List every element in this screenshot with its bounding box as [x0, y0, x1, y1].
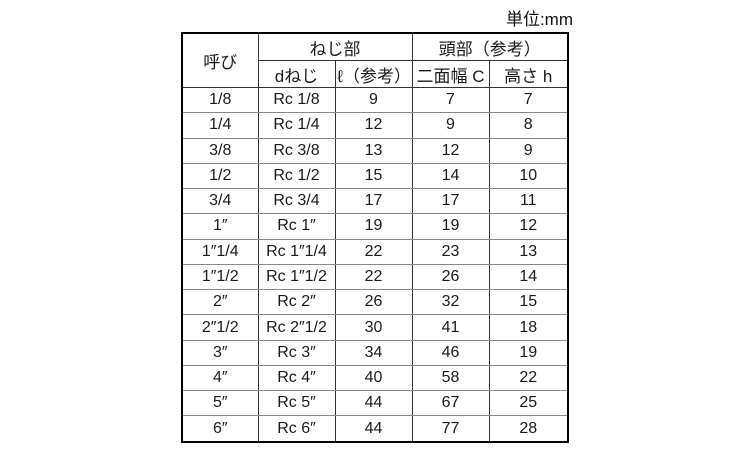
header-cell-nominal: 呼び — [181, 32, 259, 88]
table-cell: 3/8 — [181, 137, 259, 164]
table-cell: Rc 2″ — [257, 289, 336, 316]
table-cell: 19 — [488, 339, 569, 366]
table-cell: 14 — [488, 263, 569, 291]
table-row: 1″1/2 Rc 1″1/2 22 26 14 — [181, 263, 569, 291]
table-cell: 1″1/2 — [181, 263, 259, 291]
table-cell: 15 — [334, 162, 413, 190]
table-cell: 40 — [334, 364, 413, 392]
table-cell: Rc 5″ — [257, 390, 336, 417]
table-cell: 2″ — [181, 289, 259, 316]
header-cell-length-ref: ℓ（参考） — [334, 60, 413, 88]
table-cell: Rc 3″ — [257, 339, 336, 366]
spec-table: 呼び ねじ部 頭部（参考） dねじ ℓ（参考） 二面幅 C 高さ h 1/8 Rc… — [181, 32, 569, 443]
table-cell: 19 — [334, 213, 413, 240]
table-row: 4″ Rc 4″ 40 58 22 — [181, 364, 569, 392]
table-cell: 1/8 — [181, 86, 259, 114]
table-row: 2″ Rc 2″ 26 32 15 — [181, 289, 569, 316]
table-cell: 30 — [334, 314, 413, 341]
table-cell: 3/4 — [181, 188, 259, 215]
table-cell: 13 — [488, 238, 569, 265]
table-cell: Rc 3/4 — [257, 188, 336, 215]
header-cell-thread-group: ねじ部 — [257, 32, 413, 61]
table-cell: Rc 1/8 — [257, 86, 336, 114]
table-cell: 6″ — [181, 415, 259, 443]
table-cell: 22 — [334, 263, 413, 291]
table-cell: 18 — [488, 314, 569, 341]
table-row: 1/8 Rc 1/8 9 7 7 — [181, 86, 569, 114]
table-cell: 14 — [411, 162, 490, 190]
header-cell-height: 高さ h — [488, 60, 569, 88]
table-cell: 58 — [411, 364, 490, 392]
table-cell: Rc 1″1/4 — [257, 238, 336, 265]
header-cell-d-thread: dねじ — [257, 60, 336, 88]
table-cell: 77 — [411, 415, 490, 443]
table-cell: 46 — [411, 339, 490, 366]
table-cell: 41 — [411, 314, 490, 341]
table-cell: 44 — [334, 390, 413, 417]
table-cell: 7 — [411, 86, 490, 114]
table-cell: 12 — [334, 112, 413, 139]
table-row: 2″1/2 Rc 2″1/2 30 41 18 — [181, 314, 569, 341]
table-row: 1/4 Rc 1/4 12 9 8 — [181, 112, 569, 139]
table-cell: 2″1/2 — [181, 314, 259, 341]
table-cell: 17 — [334, 188, 413, 215]
table-cell: 8 — [488, 112, 569, 139]
table-cell: Rc 1″ — [257, 213, 336, 240]
table-cell: 9 — [488, 137, 569, 164]
table-row: 3″ Rc 3″ 34 46 19 — [181, 339, 569, 366]
table-cell: 4″ — [181, 364, 259, 392]
table-cell: 1/4 — [181, 112, 259, 139]
table-cell: 3″ — [181, 339, 259, 366]
table-cell: 44 — [334, 415, 413, 443]
table-cell: 32 — [411, 289, 490, 316]
table-row: 3/4 Rc 3/4 17 17 11 — [181, 188, 569, 215]
table-row: 5″ Rc 5″ 44 67 25 — [181, 390, 569, 417]
table-cell: Rc 1/2 — [257, 162, 336, 190]
spec-table-body: 1/8 Rc 1/8 9 7 7 1/4 Rc 1/4 12 9 8 3/8 Rc 3/8 13 12 9 1… — [181, 86, 569, 443]
header-cell-width-across-flats: 二面幅 C — [411, 60, 490, 88]
table-cell: 12 — [488, 213, 569, 240]
table-cell: 10 — [488, 162, 569, 190]
table-cell: 23 — [411, 238, 490, 265]
table-cell: Rc 2″1/2 — [257, 314, 336, 341]
table-cell: 9 — [411, 112, 490, 139]
table-cell: 1″ — [181, 213, 259, 240]
table-cell: 1/2 — [181, 162, 259, 190]
table-cell: Rc 3/8 — [257, 137, 336, 164]
table-cell: 67 — [411, 390, 490, 417]
table-cell: 19 — [411, 213, 490, 240]
unit-label: 単位:mm — [505, 10, 573, 29]
table-cell: 11 — [488, 188, 569, 215]
table-cell: 26 — [334, 289, 413, 316]
table-row: 1/2 Rc 1/2 15 14 10 — [181, 162, 569, 190]
table-cell: 13 — [334, 137, 413, 164]
table-row: 3/8 Rc 3/8 13 12 9 — [181, 137, 569, 164]
table-cell: 34 — [334, 339, 413, 366]
table-row: 6″ Rc 6″ 44 77 28 — [181, 415, 569, 443]
table-row: 1″ Rc 1″ 19 19 12 — [181, 213, 569, 240]
table-cell: 5″ — [181, 390, 259, 417]
table-cell: 15 — [488, 289, 569, 316]
table-row: 1″1/4 Rc 1″1/4 22 23 13 — [181, 238, 569, 265]
header-cell-head-group: 頭部（参考） — [411, 32, 569, 61]
table-cell: Rc 1/4 — [257, 112, 336, 139]
table-cell: 26 — [411, 263, 490, 291]
table-cell: 9 — [334, 86, 413, 114]
table-cell: 12 — [411, 137, 490, 164]
table-cell: 22 — [334, 238, 413, 265]
table-cell: Rc 4″ — [257, 364, 336, 392]
table-cell: 25 — [488, 390, 569, 417]
table-cell: Rc 1″1/2 — [257, 263, 336, 291]
table-cell: 22 — [488, 364, 569, 392]
table-cell: Rc 6″ — [257, 415, 336, 443]
table-cell: 7 — [488, 86, 569, 114]
header-row-groups: 呼び ねじ部 頭部（参考） — [181, 32, 569, 88]
table-cell: 1″1/4 — [181, 238, 259, 265]
header-row-subcolumns: dねじ ℓ（参考） 二面幅 C 高さ h — [182, 60, 569, 88]
table-cell: 28 — [488, 415, 569, 443]
spec-table-header: 呼び ねじ部 頭部（参考） dねじ ℓ（参考） 二面幅 C 高さ h — [181, 32, 569, 88]
table-cell: 17 — [411, 188, 490, 215]
